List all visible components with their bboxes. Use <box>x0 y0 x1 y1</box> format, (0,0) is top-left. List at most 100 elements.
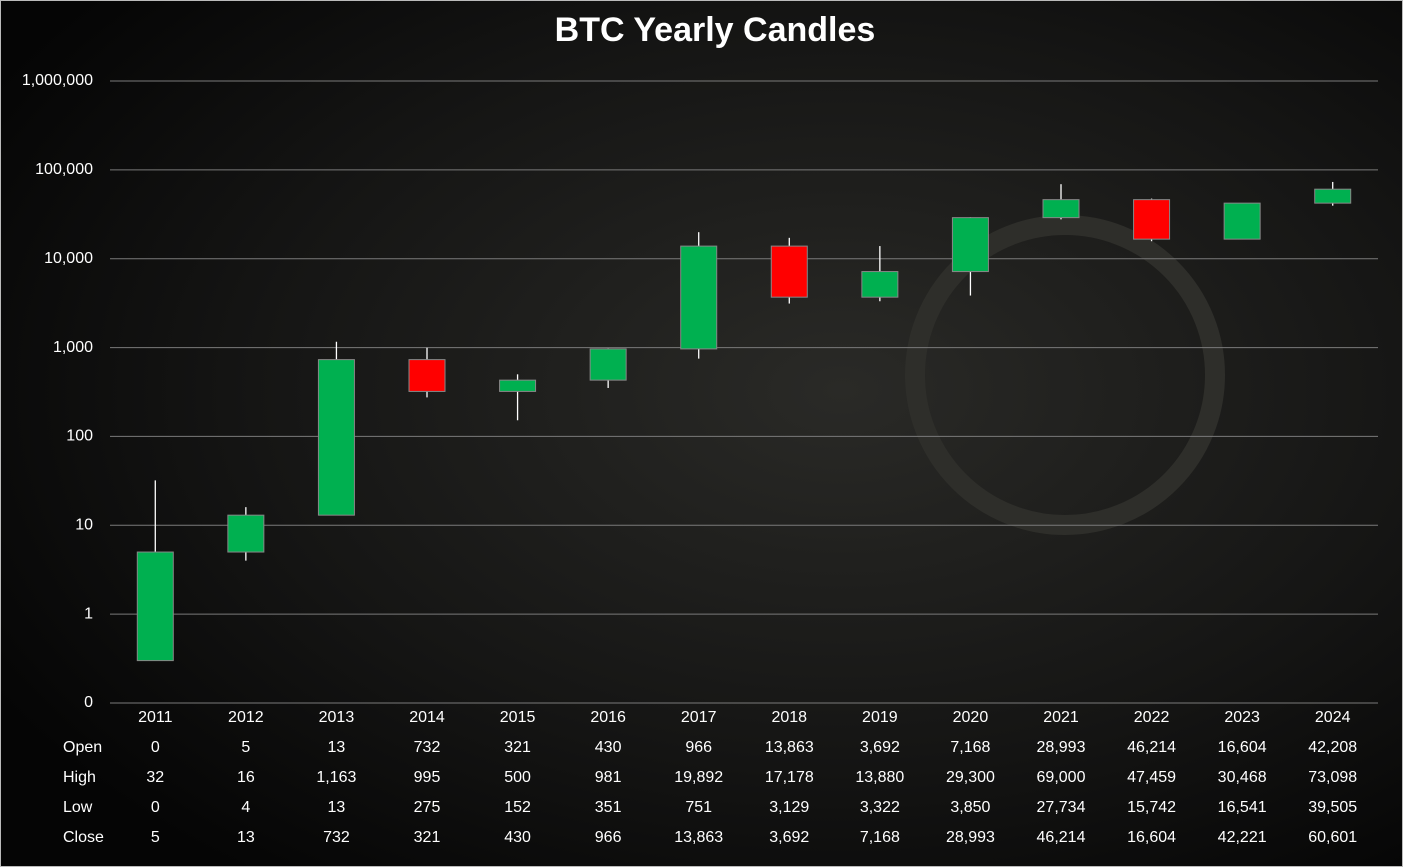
y-tick-label: 1,000 <box>53 339 93 356</box>
table-cell: 0 <box>151 739 160 756</box>
x-tick-label: 2021 <box>1043 709 1079 726</box>
table-cell: 500 <box>504 769 531 786</box>
table-cell: 73,098 <box>1308 769 1357 786</box>
candle-body <box>680 245 718 350</box>
x-tick-label: 2024 <box>1315 709 1351 726</box>
x-tick-label: 2013 <box>319 709 355 726</box>
table-cell: 7,168 <box>950 739 990 756</box>
table-cell: 3,322 <box>860 799 900 816</box>
table-cell: 3,692 <box>860 739 900 756</box>
table-cell: 751 <box>685 799 712 816</box>
table-cell: 351 <box>595 799 622 816</box>
table-cell: 966 <box>595 829 622 846</box>
table-cell: 5 <box>241 739 250 756</box>
x-tick-label: 2022 <box>1134 709 1170 726</box>
x-tick-label: 2020 <box>953 709 989 726</box>
table-cell: 15,742 <box>1127 799 1176 816</box>
table-cell: 13,863 <box>674 829 723 846</box>
table-row-label: Open <box>63 739 102 756</box>
table-cell: 42,221 <box>1218 829 1267 846</box>
x-tick-label: 2018 <box>771 709 807 726</box>
candle-body <box>317 359 355 516</box>
x-tick-label: 2017 <box>681 709 717 726</box>
table-cell: 321 <box>504 739 531 756</box>
table-cell: 16 <box>237 769 255 786</box>
table-cell: 3,129 <box>769 799 809 816</box>
table-cell: 28,993 <box>1037 739 1086 756</box>
candle-body <box>1133 199 1171 240</box>
table-cell: 3,850 <box>950 799 990 816</box>
candle-body <box>1042 199 1080 219</box>
table-cell: 39,505 <box>1308 799 1357 816</box>
x-tick-label: 2016 <box>590 709 626 726</box>
table-cell: 47,459 <box>1127 769 1176 786</box>
table-cell: 430 <box>504 829 531 846</box>
table-cell: 995 <box>414 769 441 786</box>
candle-body <box>589 348 627 381</box>
table-cell: 152 <box>504 799 531 816</box>
table-cell: 60,601 <box>1308 829 1357 846</box>
table-cell: 46,214 <box>1037 829 1086 846</box>
candle-body <box>951 217 989 273</box>
candle-body <box>136 551 174 662</box>
table-cell: 16,604 <box>1218 739 1267 756</box>
table-row-label: Close <box>63 829 104 846</box>
table-cell: 4 <box>241 799 250 816</box>
candle-body <box>1223 202 1261 240</box>
x-tick-label: 2023 <box>1224 709 1260 726</box>
table-cell: 13,863 <box>765 739 814 756</box>
table-cell: 3,692 <box>769 829 809 846</box>
candle-body <box>408 359 446 392</box>
candle-body <box>861 271 899 298</box>
candle-body <box>770 245 808 298</box>
table-cell: 13 <box>328 739 346 756</box>
table-cell: 275 <box>414 799 441 816</box>
y-tick-label: 10 <box>75 517 93 534</box>
y-tick-label: 100 <box>66 428 93 445</box>
table-cell: 13,880 <box>855 769 904 786</box>
chart-title: BTC Yearly Candles <box>555 11 876 49</box>
x-tick-label: 2014 <box>409 709 445 726</box>
table-cell: 732 <box>323 829 350 846</box>
table-row-label: High <box>63 769 96 786</box>
table-cell: 32 <box>146 769 164 786</box>
table-cell: 5 <box>151 829 160 846</box>
table-cell: 1,163 <box>316 769 356 786</box>
table-cell: 430 <box>595 739 622 756</box>
table-cell: 13 <box>328 799 346 816</box>
table-cell: 42,208 <box>1308 739 1357 756</box>
table-cell: 16,604 <box>1127 829 1176 846</box>
table-cell: 46,214 <box>1127 739 1176 756</box>
table-cell: 321 <box>414 829 441 846</box>
table-cell: 7,168 <box>860 829 900 846</box>
table-cell: 27,734 <box>1037 799 1086 816</box>
table-cell: 28,993 <box>946 829 995 846</box>
table-cell: 30,468 <box>1218 769 1267 786</box>
y-tick-label: 10,000 <box>44 250 93 267</box>
table-cell: 19,892 <box>674 769 723 786</box>
candle-body <box>499 379 537 392</box>
y-tick-label: 100,000 <box>35 161 93 178</box>
table-cell: 981 <box>595 769 622 786</box>
table-cell: 69,000 <box>1037 769 1086 786</box>
table-cell: 732 <box>414 739 441 756</box>
candle-body <box>227 514 265 553</box>
x-tick-label: 2011 <box>138 709 173 726</box>
table-cell: 0 <box>151 799 160 816</box>
candle-body <box>1314 188 1352 204</box>
table-cell: 29,300 <box>946 769 995 786</box>
table-cell: 16,541 <box>1218 799 1267 816</box>
x-tick-label: 2015 <box>500 709 536 726</box>
y-tick-label: 1 <box>84 605 93 622</box>
x-tick-label: 2012 <box>228 709 264 726</box>
x-tick-label: 2019 <box>862 709 898 726</box>
table-cell: 966 <box>685 739 712 756</box>
table-row-label: Low <box>63 799 93 816</box>
table-cell: 17,178 <box>765 769 814 786</box>
y-tick-label: 0 <box>84 694 93 711</box>
y-tick-label: 1,000,000 <box>22 72 93 89</box>
table-cell: 13 <box>237 829 255 846</box>
